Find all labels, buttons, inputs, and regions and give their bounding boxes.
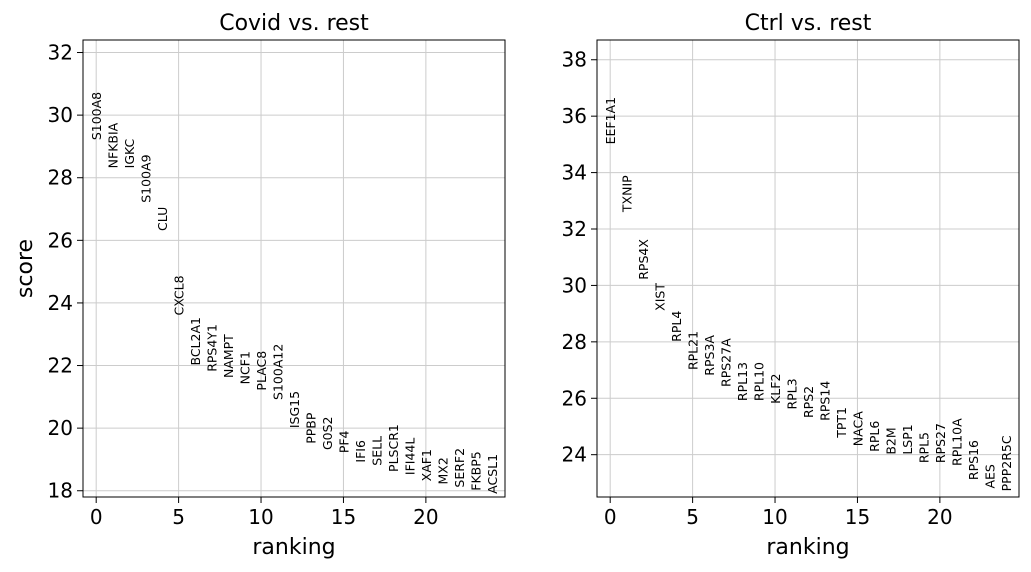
gene-label: PPBP <box>303 412 318 444</box>
y-tick-label: 30 <box>48 103 73 127</box>
gene-label: ISG15 <box>287 391 302 428</box>
x-axis-label: ranking <box>252 535 335 560</box>
y-tick-label: 34 <box>562 161 587 185</box>
y-tick-label: 24 <box>562 443 587 467</box>
gene-label: PLSCR1 <box>386 424 401 472</box>
gene-label: RPL5 <box>916 432 931 463</box>
y-tick-label: 24 <box>48 291 73 315</box>
gene-label: XAF1 <box>419 449 434 481</box>
gene-label: NAMPT <box>221 334 236 378</box>
x-tick-label: 0 <box>604 505 617 529</box>
gene-label: S100A8 <box>89 92 104 140</box>
gene-label: PPP2R5C <box>999 435 1014 491</box>
y-axis-label: score <box>13 239 38 298</box>
gene-label: ACSL1 <box>485 454 500 494</box>
chart-title: Ctrl vs. rest <box>745 11 872 36</box>
chart-title: Covid vs. rest <box>219 11 369 36</box>
x-axis-label: ranking <box>766 535 849 560</box>
gene-label: TPT1 <box>834 407 849 439</box>
gene-label: CLU <box>155 207 170 231</box>
plot-frame <box>596 39 1020 498</box>
gene-label: G0S2 <box>320 417 335 451</box>
gene-label: B2M <box>883 427 898 454</box>
gene-label: MX2 <box>435 457 450 484</box>
gene-label: S100A12 <box>271 344 286 400</box>
chart-panel-2: 0 5 10 15 20 24 26 28 30 32 34 36 38 Ctrl vs. rest ran… <box>562 11 1020 560</box>
gene-label: RPL4 <box>669 311 684 342</box>
gene-label: RPS16 <box>966 440 981 480</box>
gene-label: RPL10A <box>949 418 964 466</box>
y-tick-label: 18 <box>48 479 73 503</box>
x-tick-label: 10 <box>248 505 273 529</box>
x-tick-label: 5 <box>172 505 185 529</box>
gene-label: RPS27A <box>719 338 734 387</box>
gene-label: RPL10 <box>752 362 767 401</box>
y-tick-label: 28 <box>48 166 73 190</box>
y-tick-label: 26 <box>562 386 587 410</box>
gene-label: IFI44L <box>402 438 417 475</box>
plot-frame <box>82 39 506 498</box>
gene-label: RPS14 <box>817 381 832 421</box>
gene-label: LSP1 <box>900 424 915 454</box>
y-tick-label: 32 <box>562 217 587 241</box>
chart-panel-1: 0 5 10 15 20 18 20 22 24 26 28 30 32 Covid vs. rest ra… <box>13 11 506 560</box>
gene-label: S100A9 <box>139 154 154 202</box>
gene-label: RPS2 <box>801 386 816 418</box>
gene-label: RPS27 <box>933 423 948 463</box>
gene-label: AES <box>982 464 997 488</box>
gene-label: SERF2 <box>452 448 467 488</box>
gene-label: RPS3A <box>702 335 717 376</box>
x-tick-label: 10 <box>762 505 787 529</box>
y-tick-label: 36 <box>562 104 587 128</box>
y-tick-label: 28 <box>562 330 587 354</box>
gene-label: PLAC8 <box>254 351 269 391</box>
y-tick-label: 32 <box>48 41 73 65</box>
gene-label: NACA <box>850 411 865 446</box>
x-tick-label: 20 <box>413 505 438 529</box>
gene-label: KLF2 <box>768 374 783 404</box>
gene-label: RPL21 <box>686 331 701 370</box>
gene-label: RPL13 <box>735 362 750 401</box>
x-tick-label: 20 <box>927 505 952 529</box>
y-tick-label: 30 <box>562 273 587 297</box>
x-tick-label: 0 <box>90 505 103 529</box>
x-tick-label: 15 <box>331 505 356 529</box>
gene-label: RPL3 <box>785 378 800 409</box>
gene-label: SELL <box>369 436 384 466</box>
gene-label: TXNIP <box>620 175 635 213</box>
gene-label: NFKBIA <box>106 122 121 168</box>
gene-label: XIST <box>653 283 668 311</box>
y-tick-label: 22 <box>48 354 73 378</box>
gene-label: IGKC <box>122 138 137 168</box>
gene-label: FKBP5 <box>468 451 483 490</box>
gene-label: RPS4Y1 <box>205 324 220 372</box>
gene-label: IFI6 <box>353 440 368 463</box>
gene-label: CXCL8 <box>172 275 187 315</box>
gene-label: BCL2A1 <box>188 317 203 366</box>
gene-label: PF4 <box>336 430 351 453</box>
y-tick-label: 20 <box>48 416 73 440</box>
x-tick-label: 5 <box>686 505 699 529</box>
y-tick-label: 26 <box>48 228 73 252</box>
gene-label: EEF1A1 <box>603 97 618 144</box>
gene-label: RPS4X <box>636 239 651 280</box>
x-tick-label: 15 <box>845 505 870 529</box>
y-tick-label: 38 <box>562 48 587 72</box>
gene-label: RPL6 <box>867 421 882 452</box>
gene-label: NCF1 <box>238 351 253 384</box>
